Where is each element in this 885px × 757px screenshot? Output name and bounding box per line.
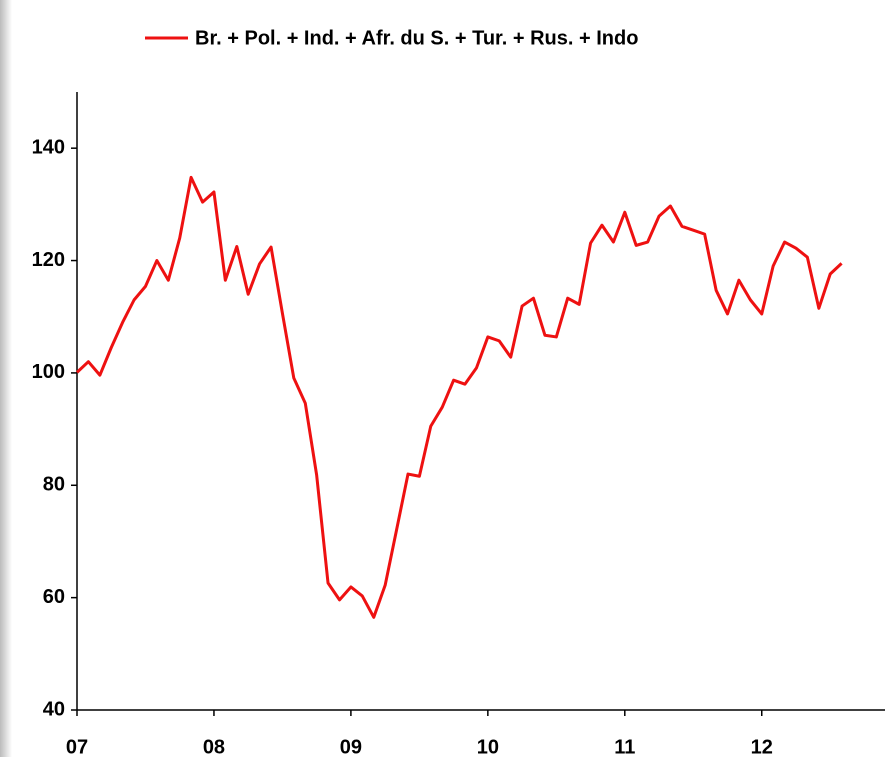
y-tick-label: 140 <box>32 136 65 158</box>
x-tick-label: 07 <box>66 736 88 757</box>
y-tick-label: 40 <box>43 698 65 720</box>
data-line <box>75 175 843 619</box>
x-tick-label: 11 <box>614 736 635 757</box>
y-tick-label: 80 <box>43 474 65 496</box>
legend-label: Br. + Pol. + Ind. + Afr. du S. + Tur. + … <box>195 27 638 49</box>
edge-shadow <box>0 0 12 757</box>
x-tick-label: 09 <box>340 736 362 757</box>
x-tick-label: 12 <box>751 736 773 757</box>
x-tick-label: 08 <box>203 736 225 757</box>
y-tick-label: 120 <box>32 249 65 271</box>
y-tick-label: 100 <box>32 361 65 383</box>
x-tick-label: 10 <box>477 736 499 757</box>
y-tick-label: 60 <box>43 586 65 608</box>
